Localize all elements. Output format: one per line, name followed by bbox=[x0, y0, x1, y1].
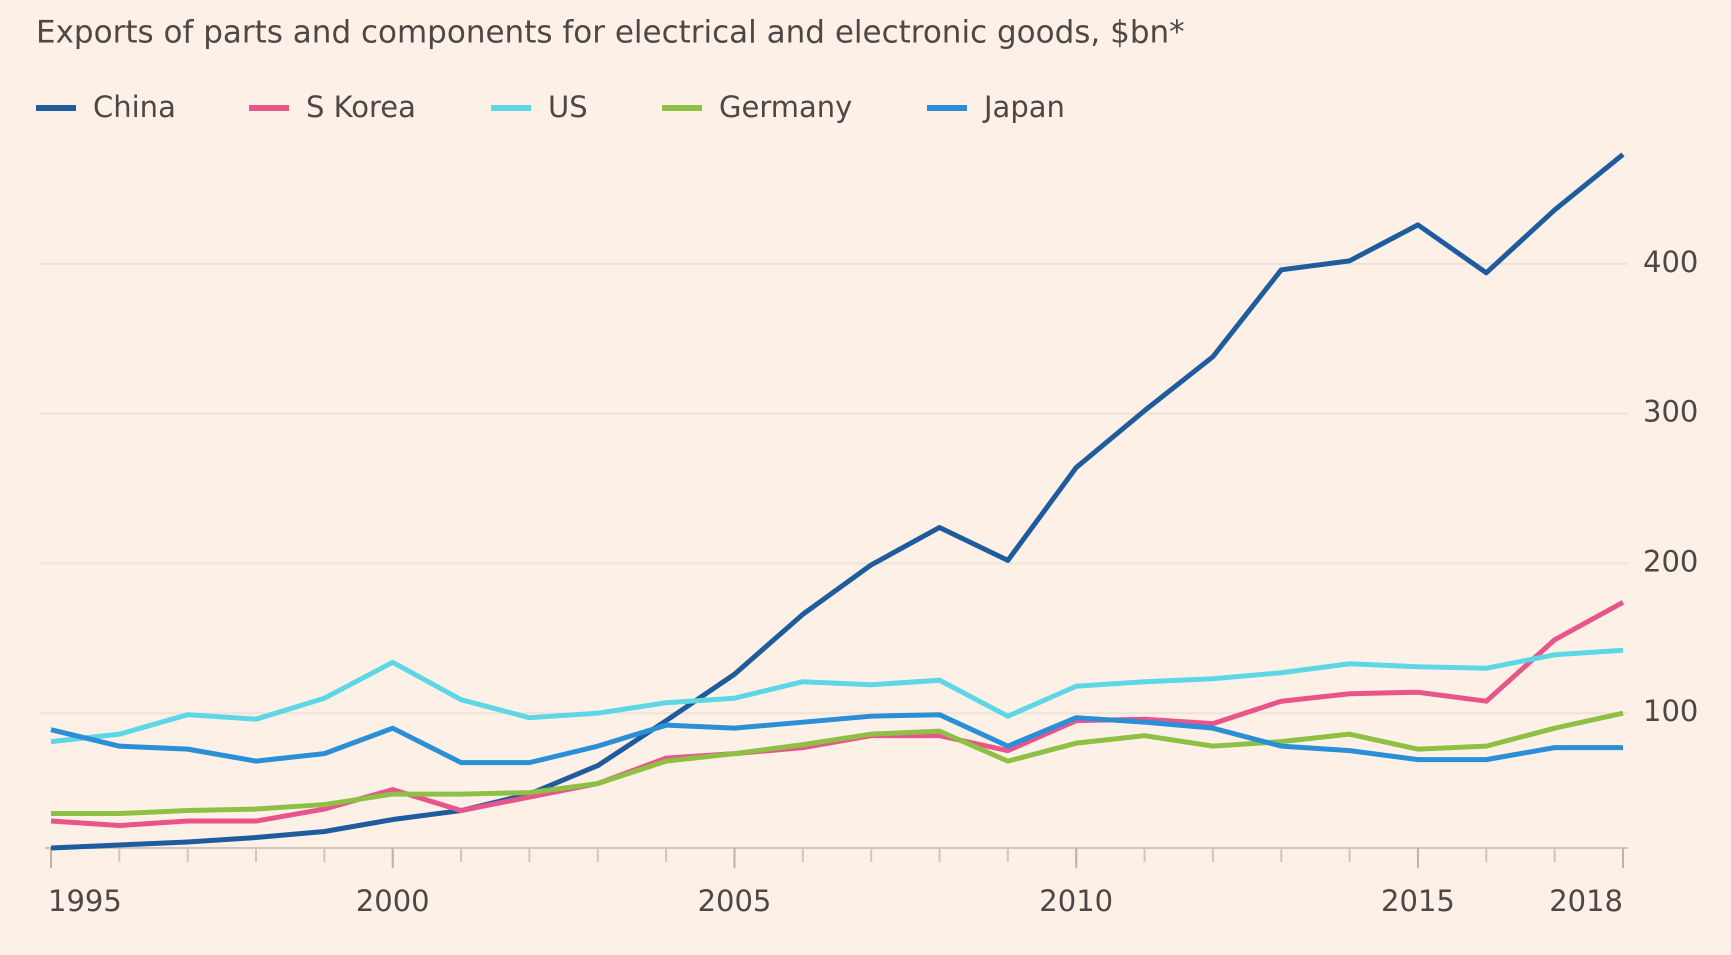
y-tick-label: 300 bbox=[1643, 395, 1698, 429]
x-tick-label: 2015 bbox=[1381, 884, 1455, 918]
legend-label: China bbox=[93, 90, 176, 124]
x-tick-label: 2005 bbox=[698, 884, 772, 918]
series-line bbox=[50, 712, 1623, 766]
x-tick-label: 1995 bbox=[48, 884, 122, 918]
chart-title: Exports of parts and components for elec… bbox=[36, 15, 1185, 51]
y-tick-label: 100 bbox=[1643, 694, 1698, 728]
y-tick-label: 400 bbox=[1643, 245, 1698, 279]
y-tick-label: 200 bbox=[1643, 544, 1698, 578]
x-tick-label: 2018 bbox=[1549, 884, 1623, 918]
series-line bbox=[50, 647, 1624, 745]
x-tick-label: 2000 bbox=[356, 884, 430, 918]
series-line bbox=[51, 710, 1624, 817]
legend-label: S Korea bbox=[306, 90, 416, 124]
series-line bbox=[50, 152, 1625, 851]
legend-label: Germany bbox=[719, 90, 852, 124]
x-tick-label: 2010 bbox=[1039, 884, 1113, 918]
legend-label: US bbox=[548, 90, 588, 124]
legend-label: Japan bbox=[982, 90, 1065, 124]
